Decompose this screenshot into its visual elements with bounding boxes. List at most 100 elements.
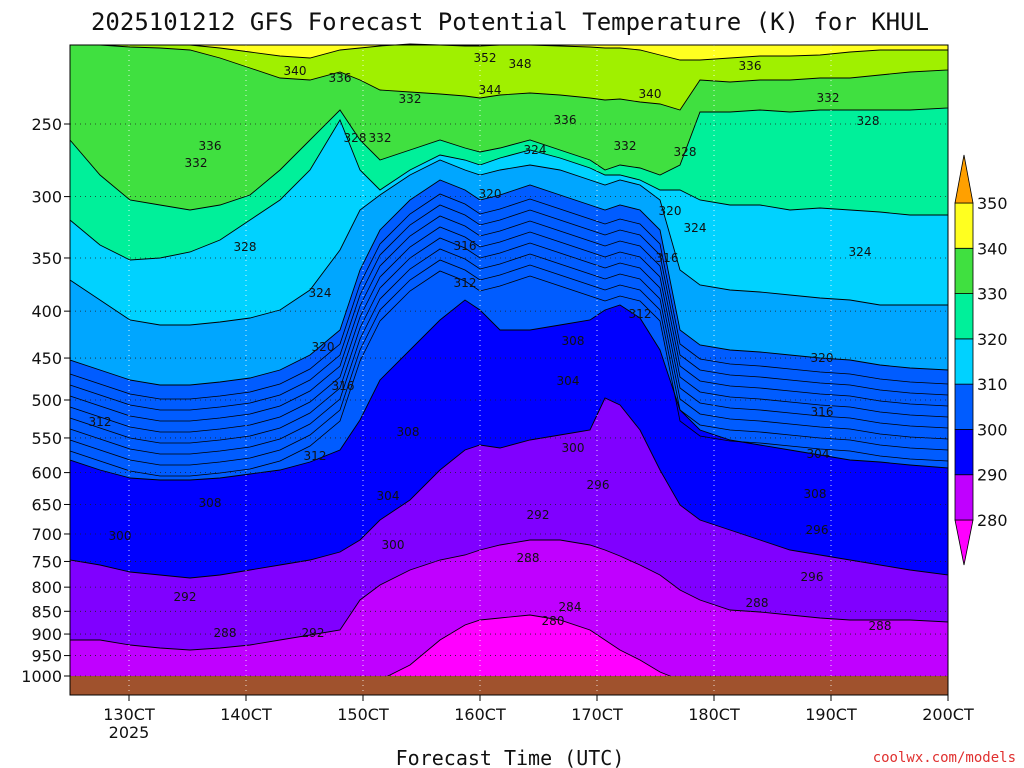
contour-label: 280 [542, 614, 565, 628]
contour-label: 304 [807, 447, 830, 461]
contour-label: 292 [527, 508, 550, 522]
contour-label: 312 [454, 276, 477, 290]
contour-label: 320 [312, 340, 335, 354]
contour-label: 332 [614, 139, 637, 153]
colorbar-tick-label: 330 [977, 285, 1008, 304]
contour-label: 328 [234, 240, 257, 254]
y-tick-label: 700 [31, 525, 62, 544]
contour-label: 292 [174, 590, 197, 604]
contour-label: 316 [454, 239, 477, 253]
contour-label: 340 [639, 87, 662, 101]
y-tick-label: 550 [31, 429, 62, 448]
colorbar-tick-label: 340 [977, 239, 1008, 258]
colorbar-tick-label: 300 [977, 420, 1008, 439]
contour-label: 332 [369, 131, 392, 145]
colorbar-tick-label: 310 [977, 375, 1008, 394]
y-tick-label: 850 [31, 602, 62, 621]
contour-label: 304 [377, 489, 400, 503]
colorbar-segment [954, 202, 974, 249]
contour-label: 308 [199, 496, 222, 510]
contour-label: 344 [479, 83, 502, 97]
contour-label: 340 [284, 64, 307, 78]
x-tick-label: 140CT [220, 705, 272, 724]
contour-line [69, 215, 949, 422]
colorbar-segment [954, 338, 974, 385]
contour-label: 332 [817, 91, 840, 105]
y-tick-label: 800 [31, 578, 62, 597]
contour-label: 324 [309, 286, 332, 300]
contour-line [69, 270, 949, 477]
contour-label: 304 [557, 374, 580, 388]
contour-label: 324 [524, 143, 547, 157]
chart-title: 2025101212 GFS Forecast Potential Temper… [91, 8, 929, 36]
contour-label: 312 [629, 307, 652, 321]
contour-label: 320 [659, 204, 682, 218]
colorbar-segment [954, 383, 974, 430]
ground-surface [70, 676, 948, 695]
colorbar: 280 290 300 310 320 330 340 350 [954, 154, 1008, 566]
x-tick-year: 2025 [109, 723, 150, 742]
x-tick-label: 180CT [688, 705, 740, 724]
contour-label: 336 [554, 113, 577, 127]
colorbar-arrow-high [954, 154, 974, 204]
y-tick-label: 650 [31, 495, 62, 514]
y-tick-label: 350 [31, 249, 62, 268]
contour-label: 332 [399, 92, 422, 106]
contour-label: 336 [739, 59, 762, 73]
contour-label: 316 [656, 251, 679, 265]
contour-label: 348 [509, 57, 532, 71]
contour-label: 308 [804, 487, 827, 501]
y-tick-label: 1000 [21, 667, 62, 686]
contour-label: 288 [869, 619, 892, 633]
contour-label: 336 [329, 71, 352, 85]
contour-label: 308 [397, 425, 420, 439]
contour-label: 300 [109, 529, 132, 543]
colorbar-tick-label: 350 [977, 194, 1008, 213]
colorbar-tick-label: 290 [977, 466, 1008, 485]
contour-label: 288 [746, 596, 769, 610]
x-tick-label: 160CT [454, 705, 506, 724]
contour-label: 328 [344, 131, 367, 145]
contour-label: 300 [382, 538, 405, 552]
colorbar-segment [954, 474, 974, 521]
x-tick-label: 190CT [805, 705, 857, 724]
contour-label: 328 [857, 114, 880, 128]
x-tick-label: 130CT [103, 705, 155, 724]
y-tick-label: 450 [31, 349, 62, 368]
contour-label: 324 [849, 245, 872, 259]
contour-label: 296 [801, 570, 824, 584]
y-tick-label: 400 [31, 302, 62, 321]
contour-label: 292 [302, 626, 325, 640]
colorbar-segment [954, 247, 974, 294]
contour-label: 312 [89, 415, 112, 429]
band-9 [70, 44, 949, 111]
contour-label: 284 [559, 600, 582, 614]
plot-frame [69, 44, 949, 696]
y-tick-label: 250 [31, 115, 62, 134]
contour-label: 352 [474, 51, 497, 65]
colorbar-segment [954, 293, 974, 340]
contour-fill-bands [69, 43, 949, 695]
colorbar-arrow-low [954, 519, 974, 566]
contour-label: 320 [479, 187, 502, 201]
credit-text: coolwx.com/models [873, 750, 1016, 766]
ground-fill [70, 676, 948, 695]
contour-label: 288 [214, 626, 237, 640]
colorbar-tick-label: 320 [977, 330, 1008, 349]
contour-line [69, 204, 949, 411]
contour-line [69, 226, 949, 433]
y-tick-label: 500 [31, 391, 62, 410]
contour-label: 332 [185, 156, 208, 170]
x-tick-label: 170CT [571, 705, 623, 724]
contour-line [69, 193, 949, 400]
contour-label: 320 [811, 351, 834, 365]
contour-label: 288 [517, 551, 540, 565]
y-tick-label: 950 [31, 647, 62, 666]
contour-label: 296 [806, 523, 829, 537]
contour-label: 296 [587, 478, 610, 492]
x-axis-label: Forecast Time (UTC) [396, 746, 625, 768]
contour-line [69, 248, 949, 455]
contour-label: 324 [684, 221, 707, 235]
